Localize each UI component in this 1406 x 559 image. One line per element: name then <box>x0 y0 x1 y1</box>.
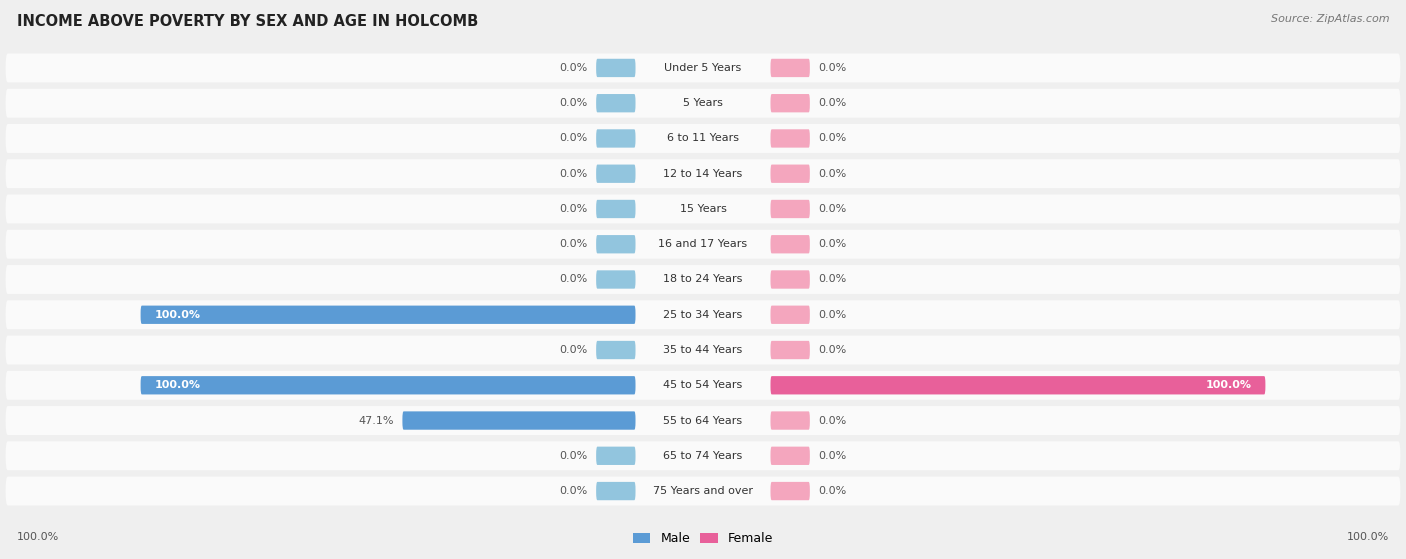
FancyBboxPatch shape <box>141 376 636 395</box>
Text: 0.0%: 0.0% <box>818 63 846 73</box>
Text: 0.0%: 0.0% <box>818 239 846 249</box>
Text: 18 to 24 Years: 18 to 24 Years <box>664 274 742 285</box>
Text: 12 to 14 Years: 12 to 14 Years <box>664 169 742 179</box>
FancyBboxPatch shape <box>596 341 636 359</box>
Text: 0.0%: 0.0% <box>560 204 588 214</box>
FancyBboxPatch shape <box>402 411 636 430</box>
Text: 0.0%: 0.0% <box>818 274 846 285</box>
FancyBboxPatch shape <box>770 94 810 112</box>
FancyBboxPatch shape <box>6 230 1400 259</box>
Text: 0.0%: 0.0% <box>560 169 588 179</box>
Text: 16 and 17 Years: 16 and 17 Years <box>658 239 748 249</box>
Text: 45 to 54 Years: 45 to 54 Years <box>664 380 742 390</box>
FancyBboxPatch shape <box>596 482 636 500</box>
FancyBboxPatch shape <box>770 376 1265 395</box>
FancyBboxPatch shape <box>596 235 636 253</box>
Text: 100.0%: 100.0% <box>1347 532 1389 542</box>
FancyBboxPatch shape <box>770 59 810 77</box>
Text: Source: ZipAtlas.com: Source: ZipAtlas.com <box>1271 14 1389 24</box>
FancyBboxPatch shape <box>770 129 810 148</box>
FancyBboxPatch shape <box>770 341 810 359</box>
Text: 0.0%: 0.0% <box>818 451 846 461</box>
FancyBboxPatch shape <box>6 159 1400 188</box>
FancyBboxPatch shape <box>6 89 1400 117</box>
Text: 35 to 44 Years: 35 to 44 Years <box>664 345 742 355</box>
Text: 0.0%: 0.0% <box>818 310 846 320</box>
FancyBboxPatch shape <box>770 482 810 500</box>
Text: 25 to 34 Years: 25 to 34 Years <box>664 310 742 320</box>
Text: 5 Years: 5 Years <box>683 98 723 108</box>
FancyBboxPatch shape <box>596 271 636 288</box>
Text: 0.0%: 0.0% <box>560 98 588 108</box>
Text: 100.0%: 100.0% <box>155 380 201 390</box>
FancyBboxPatch shape <box>770 235 810 253</box>
Text: INCOME ABOVE POVERTY BY SEX AND AGE IN HOLCOMB: INCOME ABOVE POVERTY BY SEX AND AGE IN H… <box>17 14 478 29</box>
FancyBboxPatch shape <box>6 54 1400 82</box>
Text: 0.0%: 0.0% <box>560 239 588 249</box>
Text: 100.0%: 100.0% <box>1205 380 1251 390</box>
FancyBboxPatch shape <box>596 94 636 112</box>
Text: 0.0%: 0.0% <box>560 451 588 461</box>
FancyBboxPatch shape <box>770 447 810 465</box>
FancyBboxPatch shape <box>770 271 810 288</box>
FancyBboxPatch shape <box>770 164 810 183</box>
Text: 100.0%: 100.0% <box>155 310 201 320</box>
FancyBboxPatch shape <box>6 124 1400 153</box>
FancyBboxPatch shape <box>596 200 636 218</box>
Text: 0.0%: 0.0% <box>818 98 846 108</box>
FancyBboxPatch shape <box>6 195 1400 224</box>
Text: 0.0%: 0.0% <box>560 345 588 355</box>
Text: 47.1%: 47.1% <box>359 415 394 425</box>
FancyBboxPatch shape <box>596 447 636 465</box>
FancyBboxPatch shape <box>770 411 810 430</box>
FancyBboxPatch shape <box>141 306 636 324</box>
Text: 55 to 64 Years: 55 to 64 Years <box>664 415 742 425</box>
FancyBboxPatch shape <box>6 442 1400 470</box>
Text: 0.0%: 0.0% <box>818 169 846 179</box>
FancyBboxPatch shape <box>596 129 636 148</box>
Text: 0.0%: 0.0% <box>818 134 846 144</box>
Text: 0.0%: 0.0% <box>818 204 846 214</box>
FancyBboxPatch shape <box>770 200 810 218</box>
FancyBboxPatch shape <box>596 59 636 77</box>
Text: 0.0%: 0.0% <box>818 345 846 355</box>
Text: 0.0%: 0.0% <box>560 274 588 285</box>
Text: 15 Years: 15 Years <box>679 204 727 214</box>
FancyBboxPatch shape <box>596 164 636 183</box>
Text: Under 5 Years: Under 5 Years <box>665 63 741 73</box>
Text: 0.0%: 0.0% <box>560 63 588 73</box>
FancyBboxPatch shape <box>6 371 1400 400</box>
FancyBboxPatch shape <box>6 477 1400 505</box>
FancyBboxPatch shape <box>6 300 1400 329</box>
Text: 75 Years and over: 75 Years and over <box>652 486 754 496</box>
FancyBboxPatch shape <box>6 406 1400 435</box>
FancyBboxPatch shape <box>6 265 1400 294</box>
Legend: Male, Female: Male, Female <box>628 527 778 550</box>
Text: 0.0%: 0.0% <box>560 134 588 144</box>
Text: 0.0%: 0.0% <box>818 486 846 496</box>
Text: 65 to 74 Years: 65 to 74 Years <box>664 451 742 461</box>
FancyBboxPatch shape <box>770 306 810 324</box>
FancyBboxPatch shape <box>6 335 1400 364</box>
Text: 100.0%: 100.0% <box>17 532 59 542</box>
Text: 0.0%: 0.0% <box>818 415 846 425</box>
Text: 0.0%: 0.0% <box>560 486 588 496</box>
Text: 6 to 11 Years: 6 to 11 Years <box>666 134 740 144</box>
